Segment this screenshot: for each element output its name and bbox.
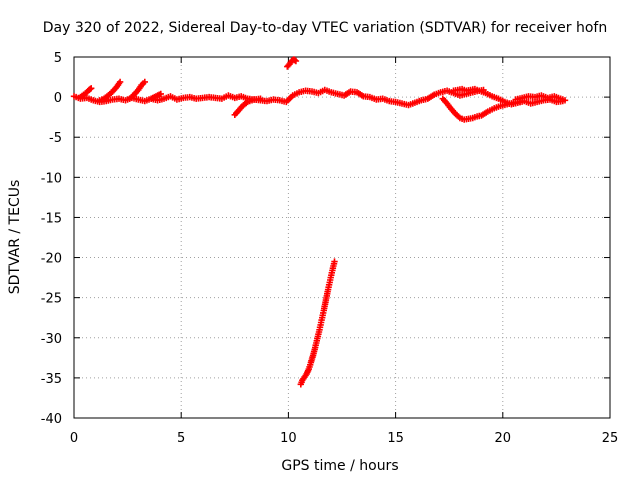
x-tick-label: 5	[177, 431, 185, 446]
x-axis-label: GPS time / hours	[281, 458, 398, 474]
data-point-arc-3h	[141, 78, 148, 86]
x-tick-label: 15	[387, 431, 404, 446]
y-tick-label: -30	[41, 332, 62, 347]
y-tick-label: -10	[41, 171, 62, 186]
x-tick-label: 20	[495, 431, 512, 446]
grid-lines	[74, 57, 610, 418]
data-point-descending-arc	[297, 381, 304, 388]
data-point-arc-10h	[292, 57, 300, 65]
x-tick-labels: 0 5 10 15 20 25	[70, 431, 618, 446]
data-point-arc-0-5h	[88, 85, 95, 92]
y-tick-label: 5	[54, 51, 62, 66]
data-point-arc-1-3h	[116, 78, 124, 86]
x-tick-label: 10	[280, 431, 297, 446]
axis-ticks	[73, 56, 611, 419]
y-tick-label: -20	[41, 252, 62, 267]
y-axis-label: SDTVAR / TECUs	[7, 180, 23, 295]
y-tick-label: -35	[41, 372, 62, 387]
y-tick-label: -25	[41, 292, 62, 307]
y-tick-label: 0	[54, 91, 62, 106]
y-tick-labels: 5 0 -5 -10 -15 -20 -25 -30 -35 -40	[41, 51, 62, 427]
data-points	[70, 56, 569, 388]
plot-frame	[73, 56, 611, 419]
data-point-arc-4h	[157, 90, 164, 98]
y-tick-label: -5	[49, 131, 62, 146]
x-tick-label: 25	[602, 431, 619, 446]
y-tick-label: -15	[41, 211, 62, 226]
data-point-arc-7-5h	[257, 95, 264, 102]
data-point-arc-18-19h	[480, 86, 487, 94]
chart-title: Day 320 of 2022, Sidereal Day-to-day VTE…	[43, 20, 607, 36]
y-tick-label: -40	[41, 412, 62, 427]
x-tick-label: 0	[70, 431, 78, 446]
data-point-arc-21-23h	[561, 97, 569, 104]
